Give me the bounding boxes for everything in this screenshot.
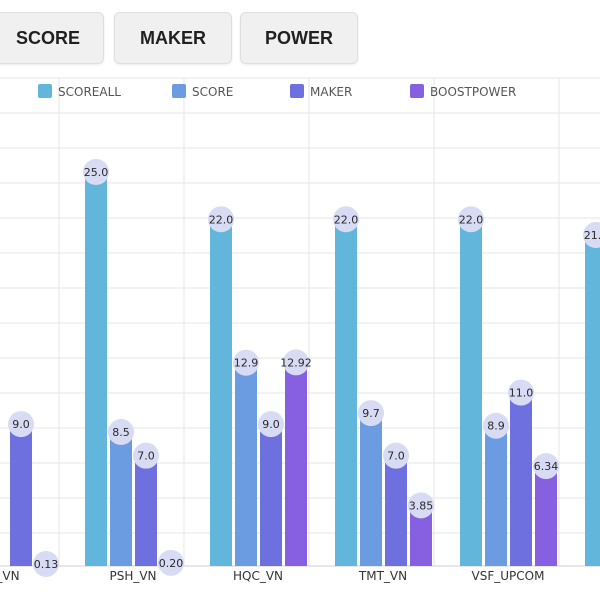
bar xyxy=(460,219,482,566)
data-label: 12.92 xyxy=(280,356,312,369)
bar xyxy=(235,362,257,566)
x-tick-label: _VN xyxy=(0,569,20,583)
data-label: 3.85 xyxy=(409,499,434,512)
maker-button[interactable]: MAKER xyxy=(114,12,232,64)
score-button[interactable]: SCORE xyxy=(0,12,104,64)
data-label: 8.5 xyxy=(112,426,130,439)
x-tick-label: PSH_VN xyxy=(109,569,156,583)
data-label-bubble xyxy=(8,411,34,438)
legend-label: MAKER xyxy=(310,85,352,99)
bar xyxy=(135,455,157,566)
data-label: 0.20 xyxy=(159,557,184,570)
bar xyxy=(10,424,32,566)
bar xyxy=(360,413,382,566)
data-label: 9.7 xyxy=(362,407,380,420)
bar xyxy=(335,219,357,566)
data-label-bubble xyxy=(408,492,434,519)
bar xyxy=(485,425,507,566)
bar xyxy=(285,362,307,566)
bar-chart: SCOREALL SCORE MAKER BOOSTPOWER 9.0 0.13 25.0… xyxy=(0,72,600,600)
data-label: 0.13 xyxy=(34,558,59,571)
data-label-bubble xyxy=(383,442,409,469)
data-label: 7.0 xyxy=(387,450,405,463)
data-label: 7.0 xyxy=(137,450,155,463)
data-label: 21.0 xyxy=(584,229,600,242)
bar xyxy=(260,424,282,566)
data-label-bubble xyxy=(533,453,559,480)
legend-label: SCORE xyxy=(192,85,233,99)
legend-label: BOOSTPOWER xyxy=(430,85,516,99)
data-label-bubble xyxy=(158,549,184,576)
data-label-bubble xyxy=(333,206,359,233)
data-label: 22.0 xyxy=(459,213,484,226)
chart-toolbar: SCORE MAKER POWER xyxy=(0,0,600,72)
legend-swatch xyxy=(38,84,52,98)
bar xyxy=(210,219,232,566)
data-label: 25.0 xyxy=(84,166,109,179)
bar xyxy=(385,455,407,566)
legend-swatch xyxy=(290,84,304,98)
data-label: 9.0 xyxy=(262,418,280,431)
data-label: 12.9 xyxy=(234,357,259,370)
data-label: 9.0 xyxy=(12,418,30,431)
data-label-bubble xyxy=(133,442,159,469)
bar xyxy=(410,505,432,566)
power-button[interactable]: POWER xyxy=(240,12,358,64)
data-label-bubble xyxy=(458,206,484,233)
data-label-bubble xyxy=(33,550,59,577)
data-label: 8.9 xyxy=(487,420,505,433)
data-label-bubble xyxy=(208,206,234,233)
x-tick-label: TMT_VN xyxy=(358,569,407,583)
legend-swatch xyxy=(410,84,424,98)
data-label-bubble xyxy=(258,411,284,438)
data-label: 6.34 xyxy=(534,460,559,473)
data-label: 22.0 xyxy=(209,213,234,226)
legend-swatch xyxy=(172,84,186,98)
data-label-bubble xyxy=(583,222,600,249)
bar xyxy=(510,392,532,566)
bar xyxy=(585,235,600,567)
bar xyxy=(535,466,557,566)
data-label-bubble xyxy=(283,349,309,376)
data-label-bubble xyxy=(233,349,259,376)
data-label-bubble xyxy=(83,159,109,185)
x-tick-label: VSF_UPCOM xyxy=(472,569,545,583)
bar-chart-svg: SCOREALL SCORE MAKER BOOSTPOWER 9.0 0.13 25.0… xyxy=(0,77,600,583)
data-label: 11.0 xyxy=(509,387,534,400)
data-label-bubble xyxy=(108,419,134,446)
data-label: 22.0 xyxy=(334,213,359,226)
data-label-bubble xyxy=(358,400,384,427)
data-label-bubble xyxy=(508,379,534,406)
legend-label: SCOREALL xyxy=(58,85,121,99)
data-label-bubble xyxy=(483,412,509,439)
x-tick-label: HQC_VN xyxy=(233,569,283,583)
bar xyxy=(110,432,132,566)
bar xyxy=(85,172,107,566)
